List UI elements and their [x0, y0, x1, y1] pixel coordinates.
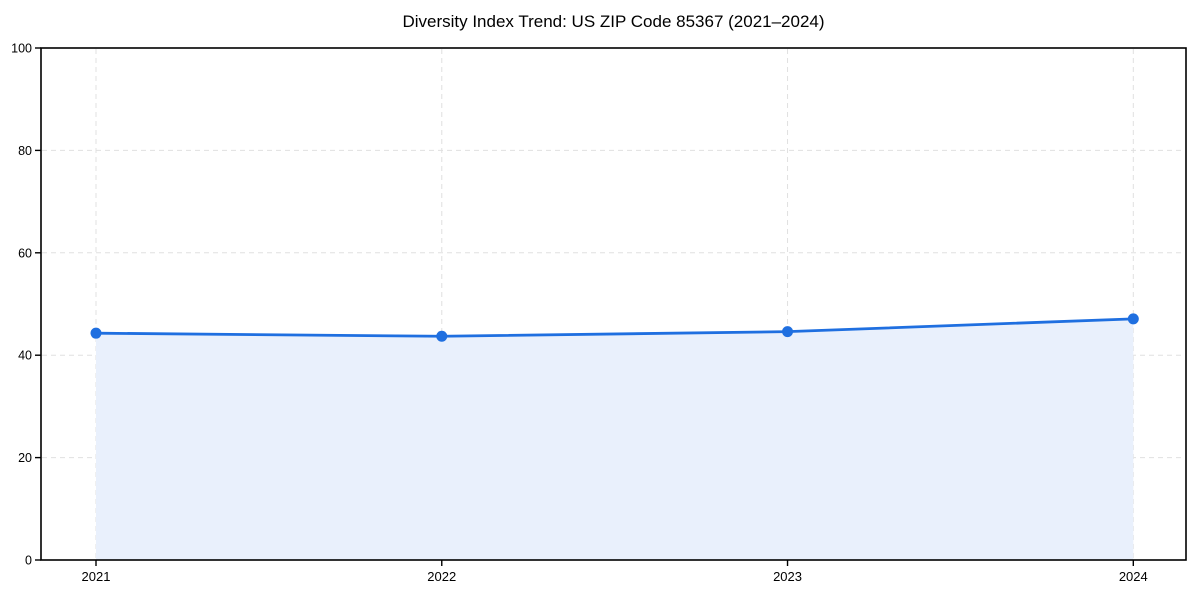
- data-point-2024: [1127, 313, 1139, 325]
- data-point-2023: [782, 326, 794, 338]
- y-tick-label-100: 100: [11, 42, 32, 56]
- trend-line: [94, 317, 1135, 338]
- chart-title: Diversity Index Trend: US ZIP Code 85367…: [402, 12, 825, 31]
- area-fill: [96, 318, 1134, 560]
- data-point-2022: [436, 330, 448, 342]
- y-tick-label-0: 0: [25, 554, 32, 568]
- x-tick-label-2023: 2023: [773, 569, 802, 584]
- x-tick-label-2024: 2024: [1119, 569, 1148, 584]
- y-tick-label-60: 60: [18, 246, 32, 260]
- y-tick-label-20: 20: [18, 451, 32, 465]
- x-tick-label-2022: 2022: [427, 569, 456, 584]
- plot-frame: [40, 47, 1187, 561]
- y-tick-label-40: 40: [18, 349, 32, 363]
- x-tick-label-2021: 2021: [82, 569, 111, 584]
- data-point-2021: [90, 327, 102, 339]
- y-tick-label-80: 80: [18, 144, 32, 158]
